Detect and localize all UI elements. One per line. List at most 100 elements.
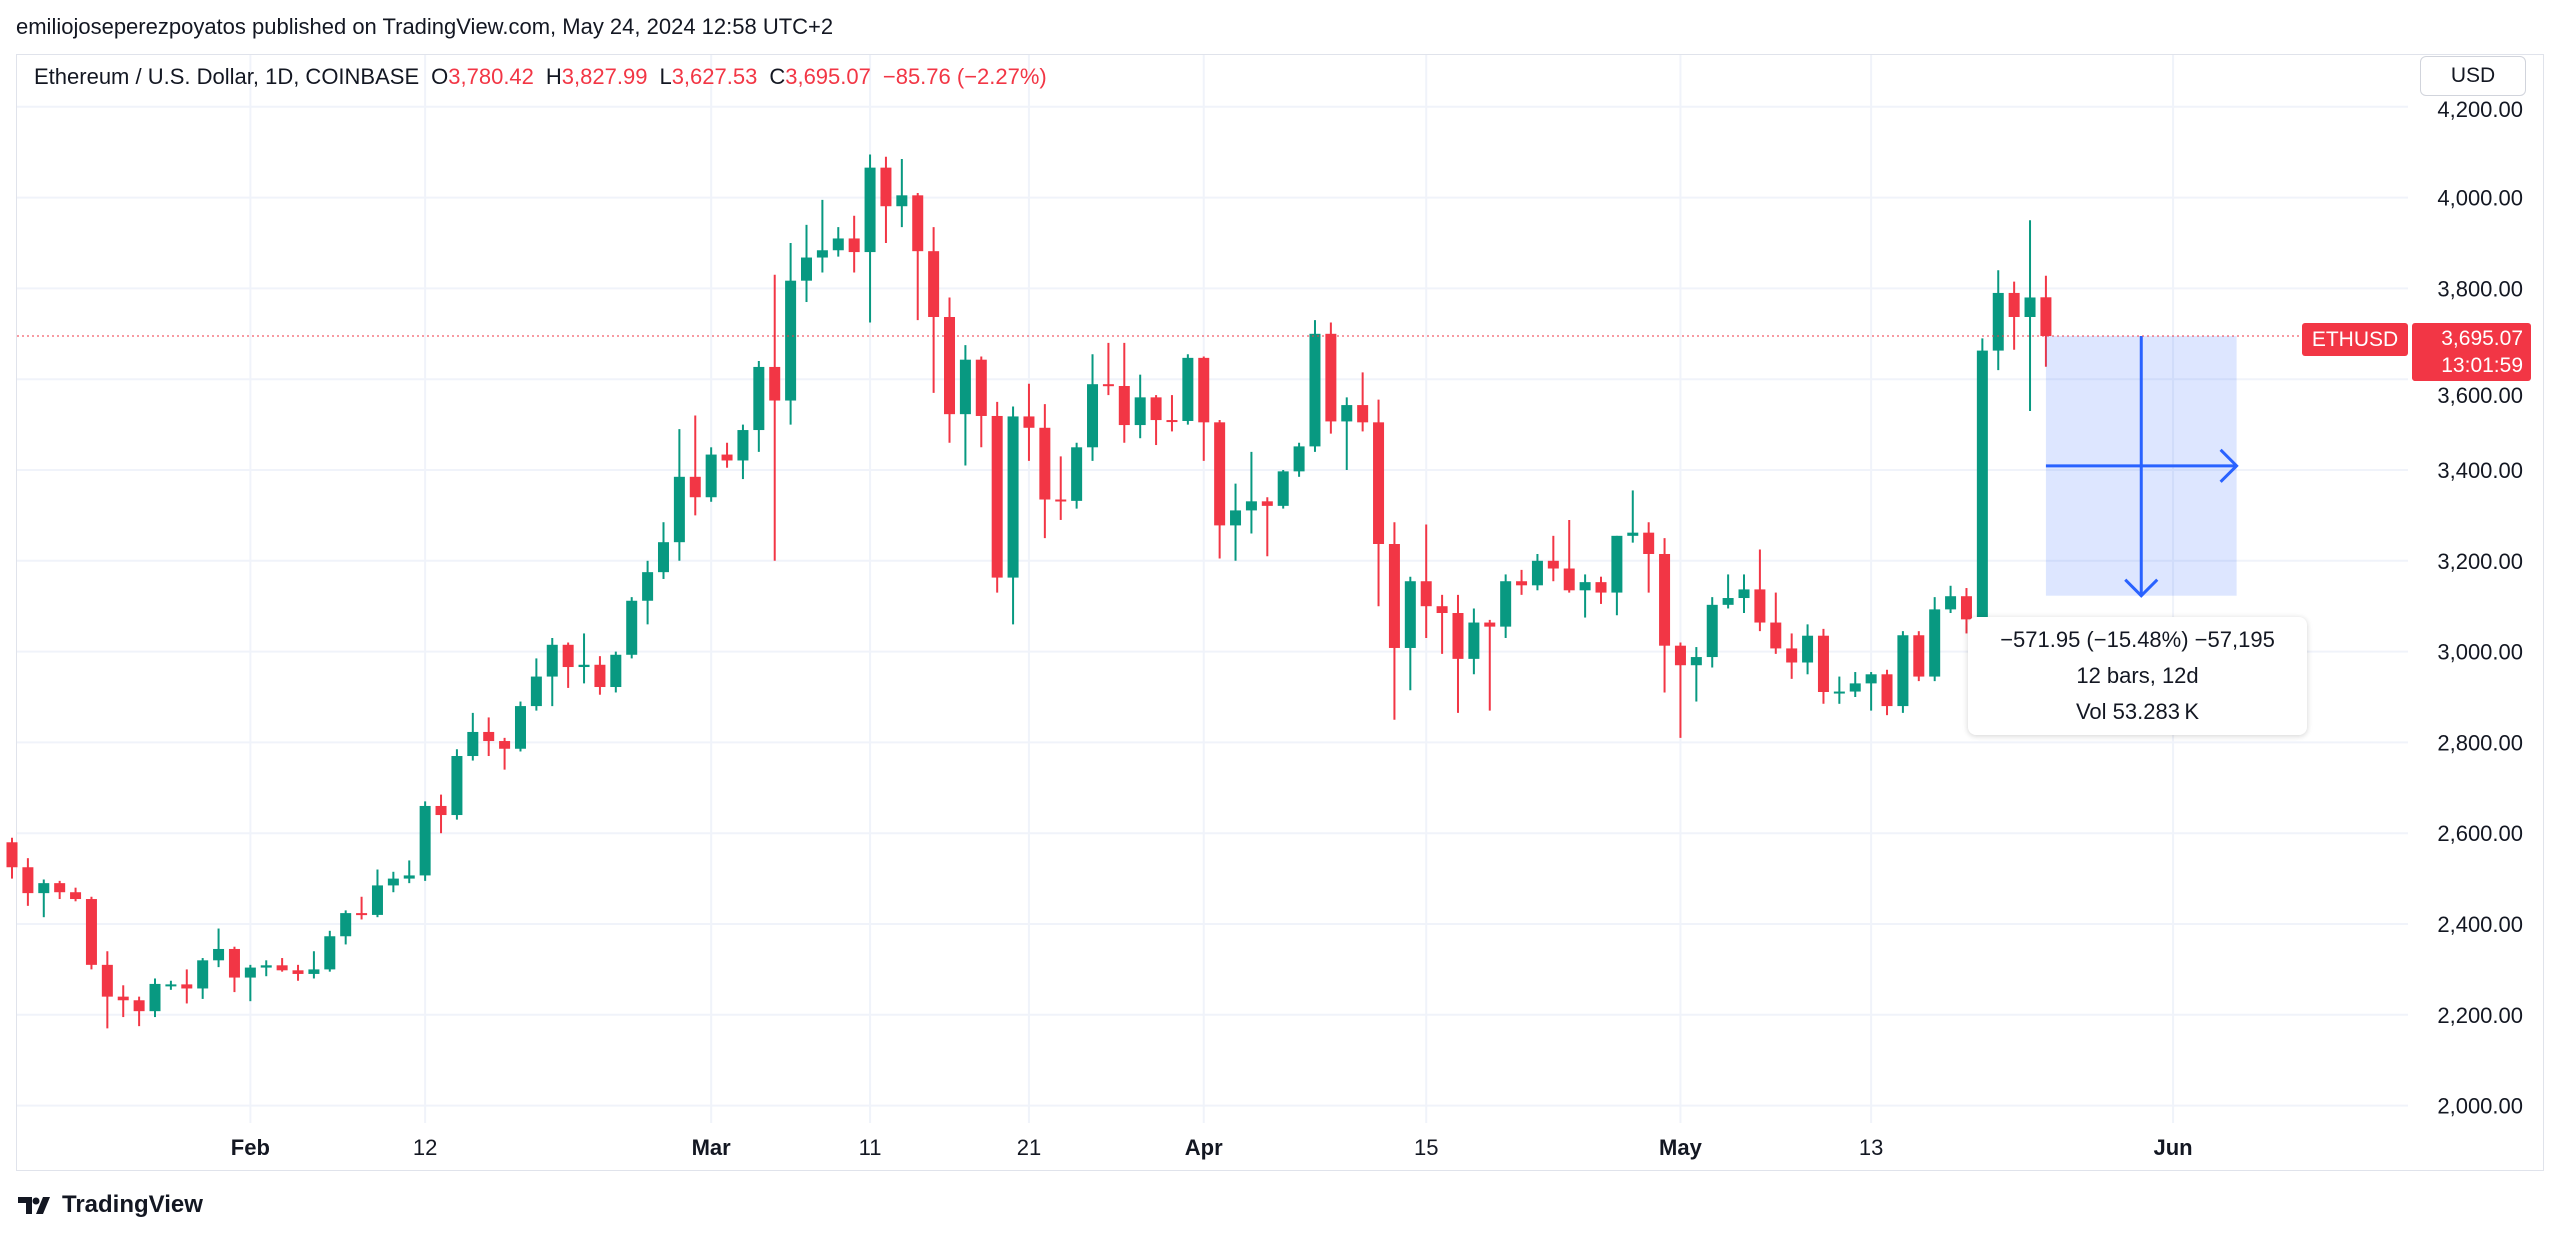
candle-up [149,983,161,1012]
candle-down [1817,635,1829,693]
candle-up [1690,657,1702,666]
candle-up [2024,297,2036,318]
currency-button[interactable]: USD [2420,56,2526,96]
candle-up [1579,582,1591,591]
candle-up [1531,560,1543,586]
candle-up [1865,674,1877,684]
symbol-legend: Ethereum / U.S. Dollar, 1D, COINBASE O3,… [34,64,1047,90]
candle-down [1659,553,1671,646]
candle-up [197,960,209,989]
candle-down [1261,501,1273,506]
candle-down [848,238,860,253]
candle-down [2008,292,2020,318]
candle-up [705,454,717,498]
candle-down [1150,397,1162,421]
arrow-right-icon [2219,448,2239,483]
candle-up [260,965,272,968]
publish-info: emiliojoseperezpoyatos published on Trad… [16,14,834,39]
arrow-down-icon [2124,578,2159,598]
candle-down [1198,357,1210,423]
candle-down [1039,427,1051,500]
candle-up [785,280,797,401]
candle-up [896,195,908,207]
candle-down [1643,532,1655,554]
candle-down [2040,297,2052,337]
candle-up [1245,501,1257,511]
candle-down [944,317,956,415]
candle-down [1420,581,1432,607]
candle-up [1722,598,1734,605]
candle-down [1325,333,1337,422]
candle-up [451,756,463,816]
time-tick-label: 15 [1414,1135,1438,1160]
price-tick-label: 4,200.00 [2437,97,2523,122]
candle-down [1373,422,1385,545]
candle-up [1897,635,1909,707]
open-key: O [431,64,449,89]
candle-up [419,805,431,876]
candle-down [133,1000,145,1012]
low-value: 3,627.53 [671,64,758,89]
candle-up [737,430,749,461]
candle-down [1516,581,1528,586]
candle-down [1960,596,1972,620]
high-key: H [545,64,562,89]
candle-down [562,644,574,668]
candle-down [22,867,34,894]
price-tick-label: 3,800.00 [2437,276,2523,301]
tradingview-logo[interactable]: TradingView [18,1191,203,1219]
candle-down [276,965,288,971]
tradingview-logo-icon [18,1197,50,1214]
candle-down [101,964,113,997]
candle-down [928,251,940,318]
candle-up [213,948,225,961]
price-tick-label: 3,400.00 [2437,458,2523,483]
candle-up [1230,510,1242,526]
candle-up [467,731,479,757]
price-tick-label: 4,000.00 [2437,186,2523,211]
candle-up [1849,683,1861,692]
candle-up [1309,333,1321,447]
candle-up [165,984,177,987]
candle-up [1293,446,1305,472]
candle-up [387,878,399,886]
candle-up [1341,405,1353,422]
candle-down [975,359,987,416]
candle-down [1563,568,1575,591]
candle-down [435,805,447,816]
candle-down [1436,606,1448,614]
candle-down [1357,405,1369,423]
candle-up [1007,416,1019,578]
candle-up [403,875,415,879]
candle-down [1166,420,1178,423]
candle-down [769,366,781,401]
candle-down [1388,544,1400,648]
time-tick-label: Jun [2153,1135,2192,1160]
candle-up [1802,635,1814,663]
price-tick-label: 2,400.00 [2437,912,2523,937]
candle-down [991,415,1003,578]
candle-down [912,195,924,252]
price-tick-label: 3,200.00 [2437,549,2523,574]
candle-up [1500,581,1512,627]
candle-up [530,676,542,707]
price-tick-label: 3,000.00 [2437,640,2523,665]
candle-up [642,572,654,601]
candle-down [117,996,129,1001]
candle-down [1118,386,1130,426]
candle-down [721,454,733,461]
candle-down [1055,499,1067,502]
measure-volume: Vol 53.283 K [2075,699,2200,724]
change-value: −85.76 (−2.27%) [882,64,1047,89]
time-axis: Feb 12 Mar 11 21 Apr 15 May 13 Jun [231,1135,2193,1160]
candle-up [610,654,622,688]
time-tick-label: Apr [1185,1135,1223,1160]
candle-up [673,476,685,543]
candle-down [1754,589,1766,623]
candle-up [514,706,526,749]
candle-down [85,899,97,965]
measure-bars: 12 bars, 12d [2076,663,2199,688]
candle-down [1674,645,1686,666]
candle-down [1214,422,1226,526]
